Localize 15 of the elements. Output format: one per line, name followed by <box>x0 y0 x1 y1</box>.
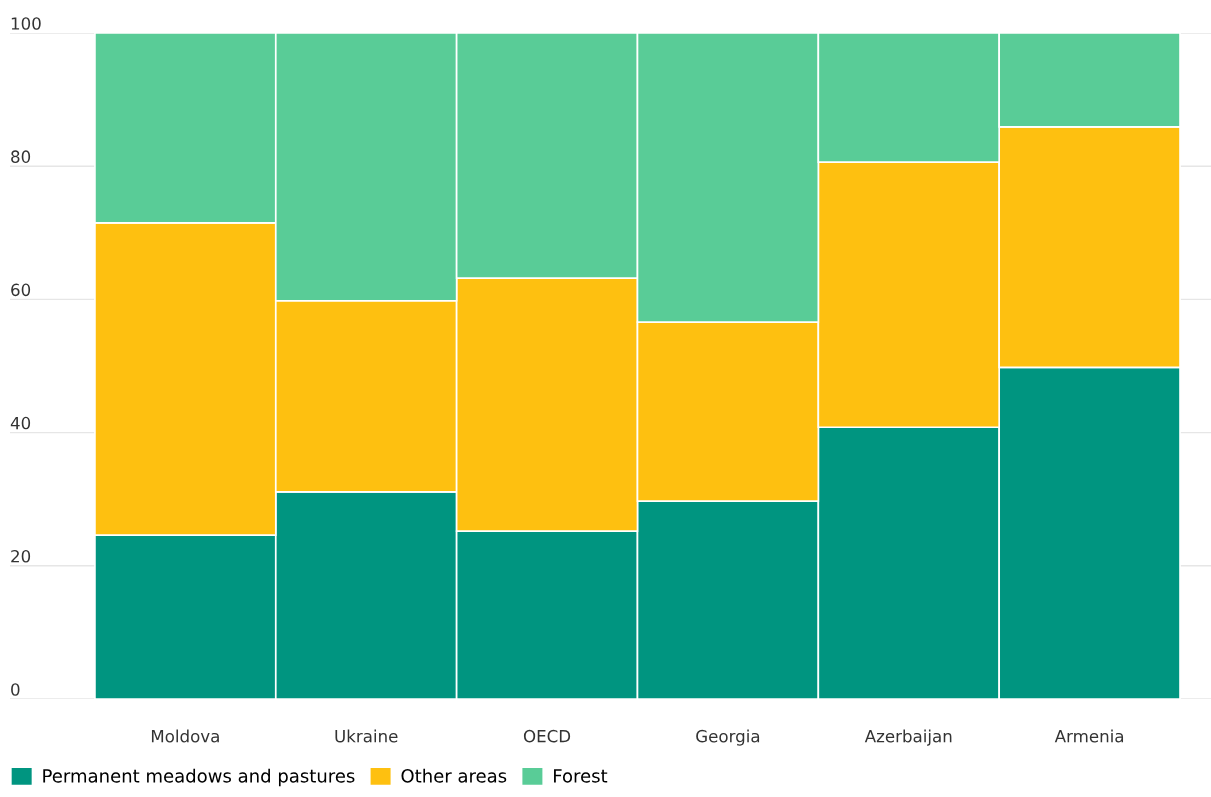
x-tick-label: Moldova <box>151 729 219 743</box>
x-tick-label: Armenia <box>1054 729 1124 743</box>
x-tick-label: Ukraine <box>335 729 398 743</box>
legend-label: Forest <box>554 769 608 783</box>
y-tick-label: 0 <box>11 683 20 696</box>
legend-label: Other areas <box>401 768 507 783</box>
y-tick-label: 20 <box>11 549 31 563</box>
legend-label: Permanent meadows and pastures <box>43 768 355 787</box>
x-tick-label: OECD <box>523 729 571 743</box>
y-tick-label: 60 <box>11 283 31 297</box>
y-tick-label: 40 <box>10 416 31 430</box>
y-tick-label: 100 <box>11 17 41 30</box>
x-tick-label: Georgia <box>696 729 760 746</box>
x-tick-label: Azerbaijan <box>864 729 952 746</box>
y-tick-label: 80 <box>11 150 31 163</box>
